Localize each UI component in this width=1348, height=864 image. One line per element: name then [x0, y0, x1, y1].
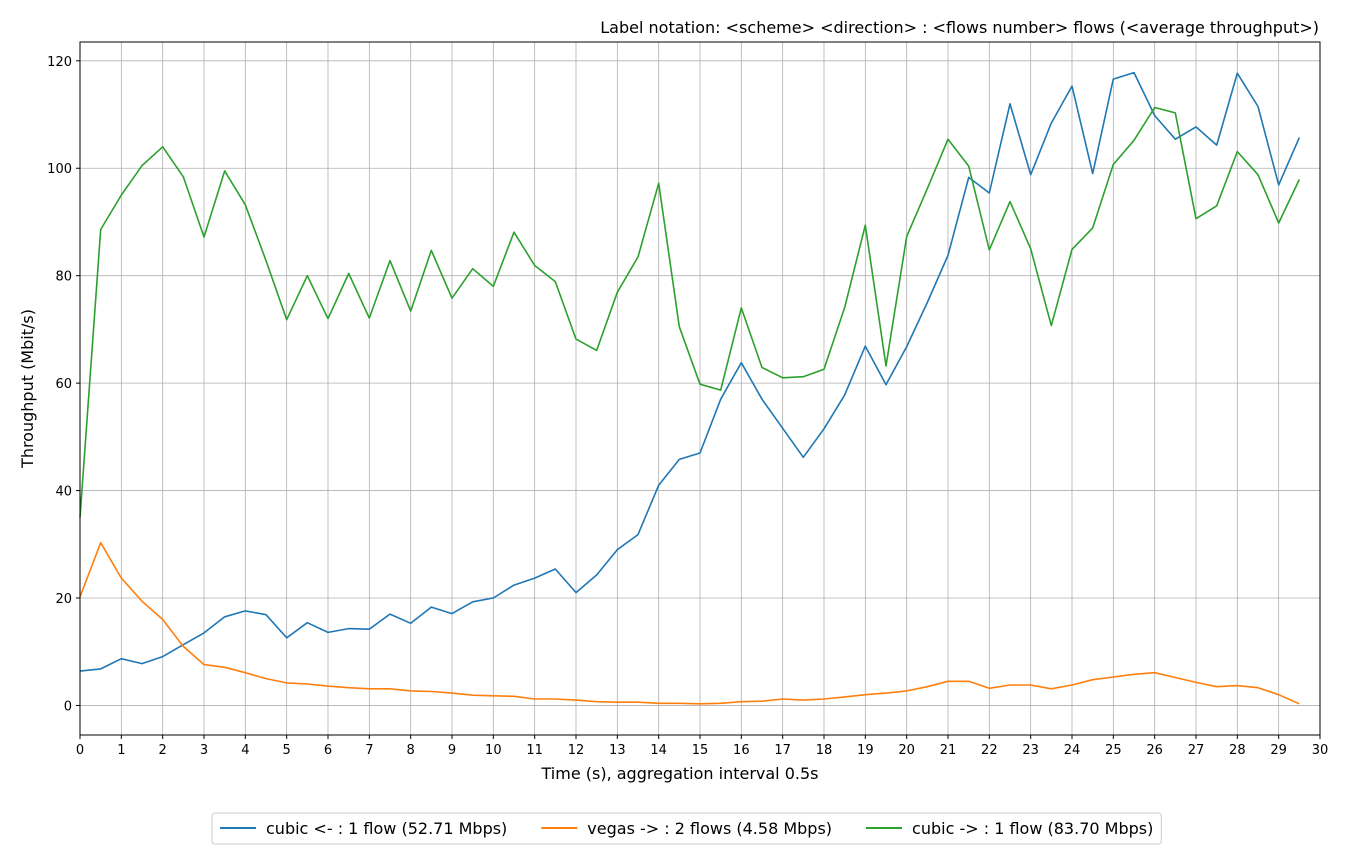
x-tick-label: 12 [568, 743, 585, 758]
x-tick-label: 13 [609, 743, 626, 758]
x-tick-label: 7 [365, 743, 373, 758]
grid [79, 42, 1321, 735]
x-tick-label: 26 [1146, 743, 1163, 758]
x-tick-label: 22 [981, 743, 998, 758]
x-axis-label: Time (s), aggregation interval 0.5s [541, 764, 819, 783]
x-tick-label: 30 [1312, 743, 1329, 758]
series-line-2 [79, 541, 1300, 705]
x-tick-label: 0 [76, 743, 84, 758]
legend-label-1: cubic <- : 1 flow (52.71 Mbps) [266, 819, 507, 838]
y-tick-label: 60 [55, 377, 72, 392]
x-tick-label: 14 [650, 743, 667, 758]
chart-title: Label notation: <scheme> <direction> : <… [600, 18, 1319, 37]
x-tick-label: 9 [448, 743, 456, 758]
x-tick-label: 10 [485, 743, 502, 758]
x-tick-label: 6 [324, 743, 332, 758]
x-tick-label: 3 [200, 743, 208, 758]
x-tick-label: 8 [407, 743, 415, 758]
x-tick-label: 5 [283, 743, 291, 758]
legend: cubic <- : 1 flow (52.71 Mbps) vegas -> :… [211, 812, 1162, 845]
x-tick-label: 21 [940, 743, 957, 758]
legend-box [211, 812, 1162, 845]
series-line-1 [79, 71, 1301, 672]
x-tick-label: 4 [241, 743, 249, 758]
x-tick-label: 29 [1270, 743, 1287, 758]
x-tick-label: 25 [1105, 743, 1122, 758]
x-tick-label: 20 [898, 743, 915, 758]
y-axis-label: Throughput (Mbit/s) [18, 309, 37, 469]
x-tick-label: 27 [1188, 743, 1205, 758]
x-tick-label: 19 [857, 743, 874, 758]
x-tick-label: 2 [159, 743, 167, 758]
x-axis-ticks: 0 1 2 3 4 5 6 7 8 9 10 11 12 13 14 15 16 17 18 19 20 21 22 23 24… [76, 735, 1328, 758]
series-line-3 [79, 106, 1301, 518]
y-tick-label: 20 [55, 592, 72, 607]
legend-label-3: cubic -> : 1 flow (83.70 Mbps) [912, 819, 1153, 838]
legend-label-2: vegas -> : 2 flows (4.58 Mbps) [587, 819, 832, 838]
x-tick-label: 1 [117, 743, 125, 758]
x-tick-label: 18 [816, 743, 833, 758]
x-tick-label: 23 [1022, 743, 1039, 758]
x-tick-label: 17 [774, 743, 791, 758]
y-tick-label: 0 [64, 699, 72, 714]
x-tick-label: 15 [692, 743, 709, 758]
x-tick-label: 11 [526, 743, 543, 758]
y-tick-label: 40 [55, 485, 72, 500]
y-tick-label: 80 [55, 270, 72, 285]
y-tick-label: 120 [47, 55, 72, 70]
x-tick-label: 16 [733, 743, 750, 758]
x-tick-label: 28 [1229, 743, 1246, 758]
x-tick-label: 24 [1064, 743, 1081, 758]
series-lines [79, 71, 1301, 705]
y-axis-ticks: 0 20 40 60 80 100 120 [47, 55, 80, 714]
y-tick-label: 100 [47, 162, 72, 177]
